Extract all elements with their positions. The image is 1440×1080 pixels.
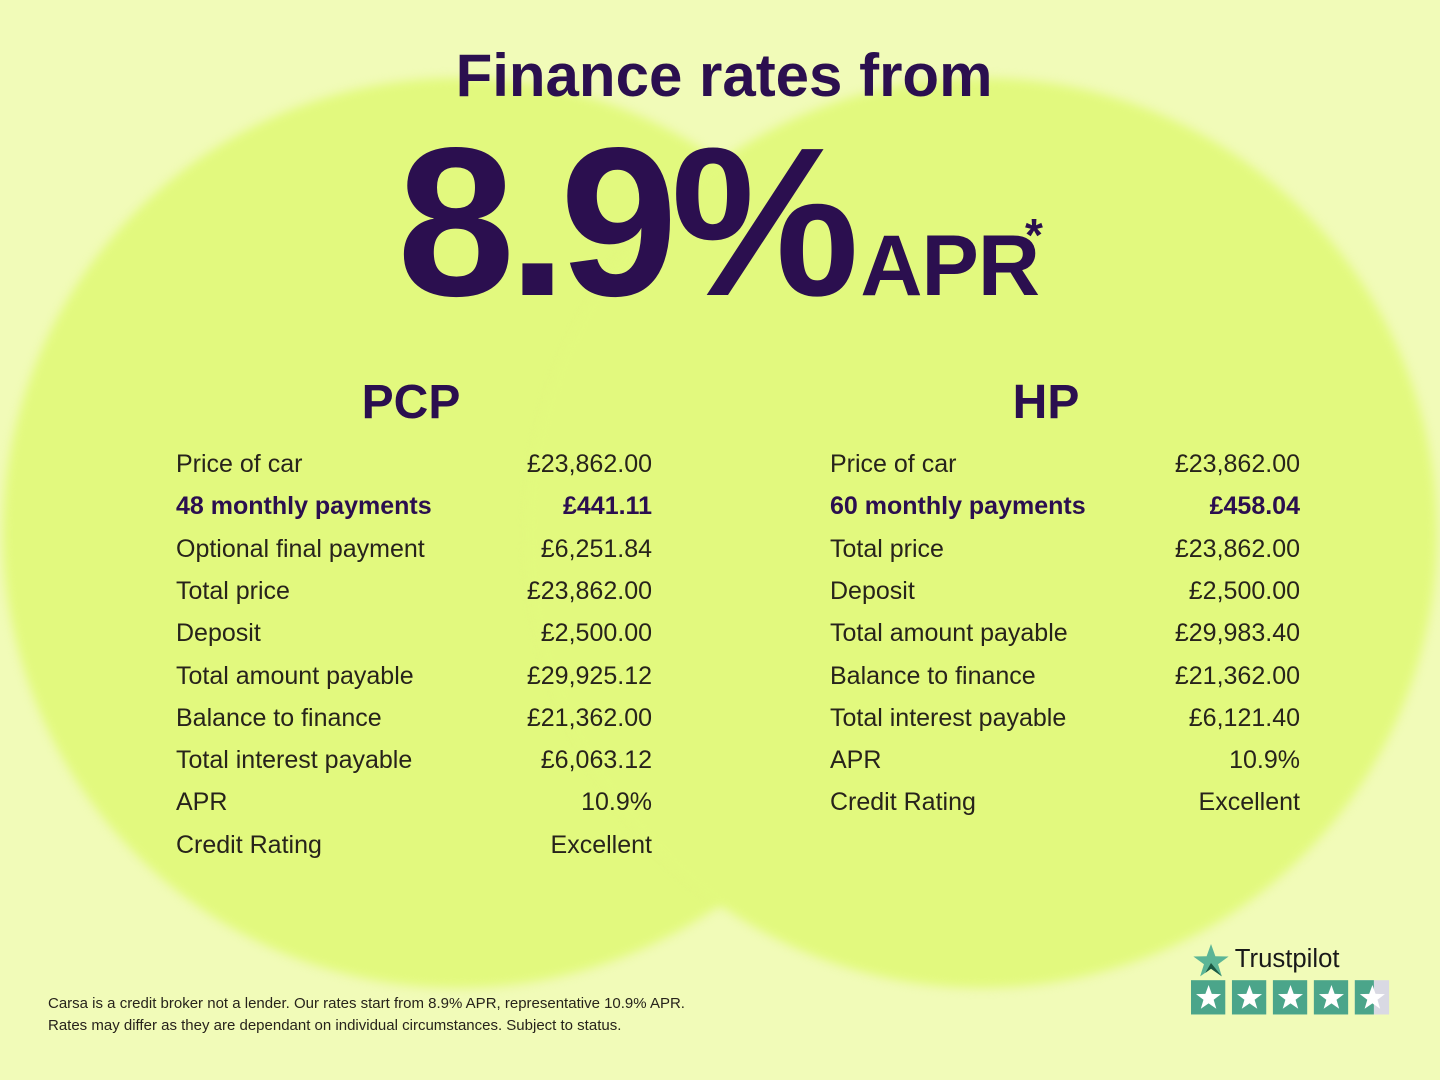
svg-text:Trustpilot: Trustpilot — [1235, 945, 1340, 973]
